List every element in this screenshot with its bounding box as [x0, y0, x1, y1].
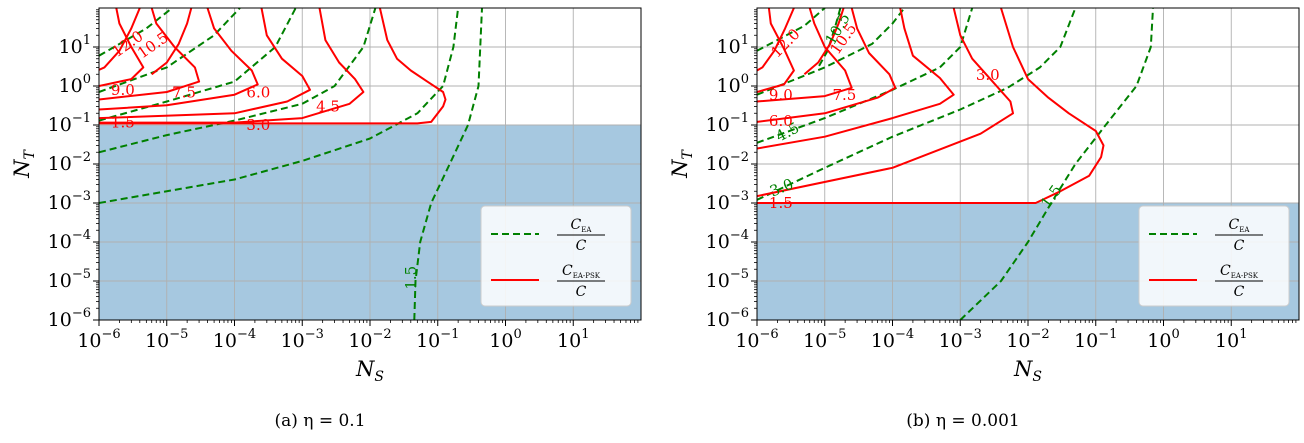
- red-contour-12-0: [757, 8, 795, 72]
- y-tick-label: 10−6: [48, 306, 91, 331]
- red-contour-10-5: [803, 8, 845, 76]
- y-tick-label: 101: [59, 33, 91, 58]
- contour-label: 6.0: [246, 83, 270, 101]
- red-contour-3-0: [99, 8, 365, 124]
- y-tick-label: 10−4: [706, 228, 749, 253]
- contour-label: 1.5: [402, 266, 420, 290]
- y-tick-label: 10−5: [706, 267, 749, 292]
- contour-label: 3.0: [976, 66, 1000, 84]
- contour-lines: [99, 8, 483, 320]
- contour-label: 6.0: [769, 112, 793, 130]
- y-tick-label: 10−2: [48, 150, 91, 175]
- x-tick-label: 10−2: [348, 327, 391, 352]
- y-tick-label: 100: [59, 72, 91, 97]
- red-contour-7-5: [99, 8, 201, 101]
- contour-label: 4.5: [316, 98, 340, 116]
- legend-numerator: CEA-PSK: [562, 263, 601, 280]
- contour-label: 7.5: [172, 83, 196, 101]
- legend-numerator: CEA-PSK: [1220, 263, 1259, 280]
- red-contour-1-5: [757, 8, 1105, 204]
- green-contour-3-0: [99, 8, 460, 204]
- x-tick-label: 10−1: [416, 327, 459, 352]
- red-contour-3-0: [757, 8, 1014, 198]
- y-axis-label: NT: [668, 148, 696, 178]
- y-tick-label: 10−1: [706, 111, 749, 136]
- x-axis-label: NS: [355, 357, 384, 385]
- x-tick-label: 101: [557, 327, 589, 352]
- legend-denominator: C: [1234, 284, 1245, 300]
- x-tick-label: 10−2: [1006, 327, 1049, 352]
- legend-denominator: C: [576, 238, 587, 254]
- y-tick-label: 100: [717, 72, 749, 97]
- x-tick-label: 10−4: [871, 327, 914, 352]
- red-contour-10-5: [151, 8, 193, 76]
- contour-lines: [757, 8, 1154, 320]
- y-tick-label: 10−5: [48, 267, 91, 292]
- x-tick-label: 101: [1215, 327, 1247, 352]
- contour-label: 9.0: [111, 81, 135, 99]
- contour-label: 7.5: [832, 86, 856, 104]
- legend-label: CEA-PSK C: [1215, 263, 1263, 300]
- red-contour-6-0: [99, 8, 259, 111]
- green-contour-4-5: [99, 8, 377, 154]
- green-contour-6-0: [757, 8, 906, 96]
- legend: CEA C CEA-PSK C: [480, 205, 632, 307]
- legend-box: [1138, 205, 1290, 307]
- green-contour-3-0: [757, 8, 1077, 201]
- contour-label: 3.0: [246, 116, 270, 134]
- y-tick-label: 10−4: [48, 228, 91, 253]
- x-axis-label: NS: [1013, 357, 1042, 385]
- x-tick-label: 10−5: [145, 327, 188, 352]
- red-contour-4-5: [757, 8, 955, 150]
- x-tick-label: 10−4: [213, 327, 256, 352]
- y-tick-label: 10−2: [706, 150, 749, 175]
- y-tick-label: 10−3: [48, 189, 91, 214]
- y-axis-label: NT: [10, 148, 38, 178]
- chart-panel-1: 1.51.5 3.04.56.07.59.010.512.010−6 10−5 10−…: [10, 7, 642, 385]
- caption: (a) η = 0.1: [274, 411, 365, 431]
- green-contour-6-0: [99, 8, 297, 122]
- x-tick-label: 100: [489, 327, 521, 352]
- contour-label: 9.0: [769, 86, 793, 104]
- red-contour-9-0: [99, 8, 145, 87]
- green-contour-7-5: [757, 8, 826, 52]
- x-tick-label: 100: [1147, 327, 1179, 352]
- red-contour-9-0: [757, 8, 795, 93]
- legend-numerator: CEA: [571, 217, 593, 234]
- chart-panel-2: 1.53.04.510.51.53.06.07.59.010.512.010−6…: [668, 7, 1300, 385]
- y-tick-label: 10−6: [706, 306, 749, 331]
- green-contour-1-5: [413, 8, 483, 320]
- legend-box: [480, 205, 632, 307]
- red-contour-12-0: [99, 8, 141, 71]
- x-tick-label: 10−3: [281, 327, 324, 352]
- caption: (b) η = 0.001: [906, 411, 1019, 431]
- y-tick-label: 101: [717, 33, 749, 58]
- red-contour-7-5: [757, 8, 853, 103]
- contour-label: 1.5: [769, 194, 793, 212]
- x-tick-label: 10−5: [803, 327, 846, 352]
- legend-label: CEA C: [1215, 217, 1263, 254]
- green-contour-7-5: [99, 8, 241, 93]
- legend-label: CEA-PSK C: [557, 263, 605, 300]
- x-tick-label: 10−1: [1074, 327, 1117, 352]
- legend-label: CEA C: [557, 217, 605, 254]
- red-contour-1-5: [99, 8, 447, 125]
- red-contour-6-0: [757, 8, 897, 123]
- x-tick-label: 10−3: [939, 327, 982, 352]
- green-contour-1-5: [959, 8, 1154, 320]
- contour-label: 1.5: [111, 113, 135, 131]
- x-tick-label: 10−6: [735, 327, 778, 352]
- y-tick-label: 10−3: [706, 189, 749, 214]
- legend-numerator: CEA: [1229, 217, 1251, 234]
- legend-denominator: C: [576, 284, 587, 300]
- x-tick-label: 10−6: [77, 327, 120, 352]
- contour-label: 12.0: [767, 25, 803, 61]
- red-contour-4-5: [99, 8, 311, 120]
- legend: CEA C CEA-PSK C: [1138, 205, 1290, 307]
- y-tick-label: 10−1: [48, 111, 91, 136]
- legend-denominator: C: [1234, 238, 1245, 254]
